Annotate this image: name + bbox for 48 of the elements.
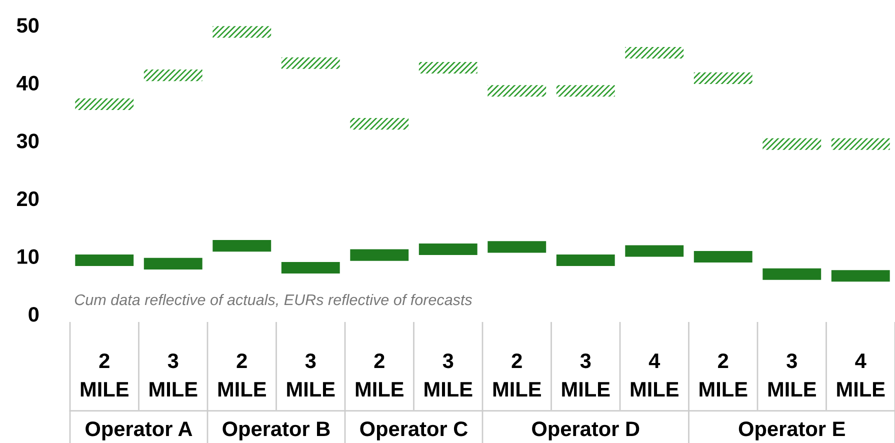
- x-tick-label: 2 MILE: [80, 353, 128, 396]
- x-tick-label: 2 MILE: [493, 353, 541, 396]
- bar: [488, 85, 546, 97]
- x-tick-label: 4 MILE: [837, 354, 885, 396]
- bar: [625, 46, 684, 59]
- x-tick-label: 4 MILE: [630, 354, 678, 396]
- bar: [831, 270, 890, 282]
- y-tick-label: 10: [18, 249, 39, 264]
- y-tick-label: 40: [16, 76, 39, 91]
- x-tick-label: 3 MILE: [768, 353, 816, 396]
- x-tick-label: 3 MILE: [562, 353, 610, 396]
- bar: [281, 57, 340, 69]
- bar: [831, 138, 890, 150]
- bar: [418, 243, 478, 256]
- bar: [350, 118, 409, 130]
- text: Operator A: [86, 421, 192, 440]
- x-tick-label: 2 MILE: [218, 353, 266, 396]
- bar: [144, 258, 202, 270]
- bar: [144, 70, 202, 82]
- x-tick-label: 3 MILE: [287, 353, 335, 396]
- y-tick-label: 0: [28, 307, 39, 322]
- bar: [762, 268, 822, 280]
- annotation: Cum data reflective of actuals, EURs reflective of forecasts: [74, 294, 472, 308]
- bar: [694, 72, 752, 84]
- bar: [350, 249, 409, 261]
- bar: [212, 26, 272, 38]
- y-tick-label: 20: [16, 191, 39, 206]
- y-tick-label: 30: [16, 134, 39, 148]
- bar: [625, 245, 684, 257]
- bar: [418, 62, 478, 74]
- bar: [212, 240, 272, 252]
- bar: [281, 262, 340, 274]
- bar: [556, 254, 615, 266]
- bar: [694, 251, 752, 263]
- x-tick-label: 3 MILE: [150, 353, 198, 396]
- text: Operator B: [222, 421, 330, 440]
- text: Operator C: [360, 421, 468, 440]
- bar: [762, 138, 822, 150]
- x-tick-label: 2 MILE: [700, 353, 748, 396]
- bar: [556, 85, 615, 97]
- text: Operator E: [738, 421, 845, 440]
- bar: [75, 98, 134, 110]
- x-tick-label: 3 MILE: [424, 353, 472, 396]
- bar: [75, 254, 134, 266]
- text: Operator D: [532, 421, 640, 440]
- bar: [488, 241, 546, 253]
- y-tick-label: 50: [16, 18, 39, 33]
- x-tick-label: 2 MILE: [356, 353, 404, 396]
